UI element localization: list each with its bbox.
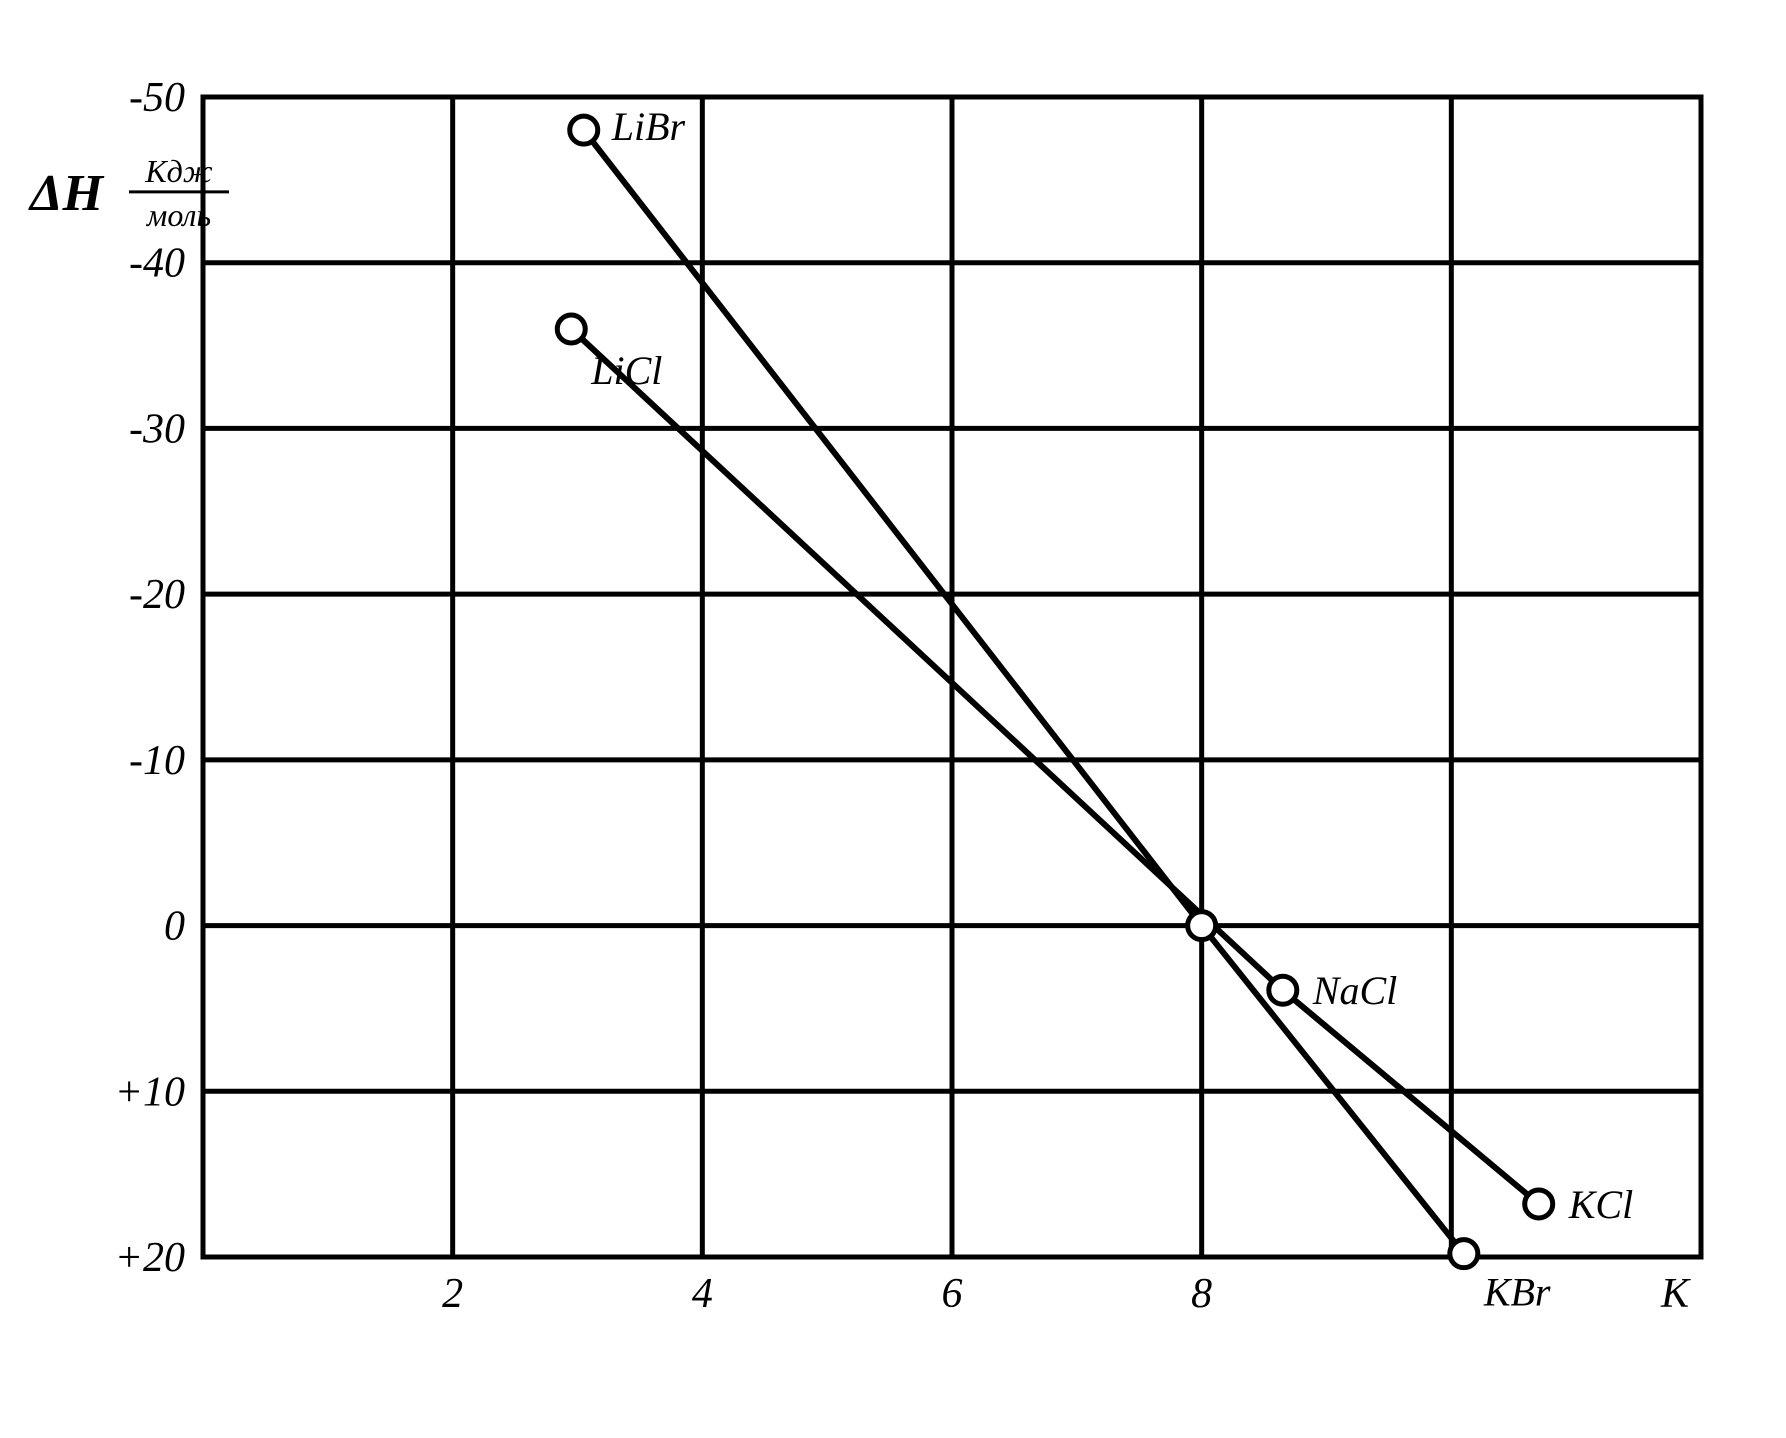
y-tick-label: 0 [164,904,185,950]
y-tick-label: +20 [115,1235,185,1281]
data-marker [1450,1240,1478,1268]
y-tick-label: -30 [129,406,185,452]
x-tick-label: 2 [442,1271,463,1317]
data-marker [570,116,598,144]
data-marker [1188,912,1216,940]
y-tick-label: -50 [129,75,185,121]
y-tick-label: +10 [115,1069,185,1115]
x-tick-label: 6 [942,1271,963,1317]
chart-container: -50 -40 -30 -20 -10 0 +10 +20 2 4 6 8 ΔH Кдж моль К LiBr… [0,0,1786,1438]
data-marker [1525,1190,1553,1218]
data-marker [1269,976,1297,1004]
y-axis-unit-bottom: моль [146,197,211,233]
x-tick-label: 4 [692,1271,713,1317]
point-label: LiBr [611,104,686,149]
y-tick-label: -40 [129,241,185,287]
chart-svg: -50 -40 -30 -20 -10 0 +10 +20 2 4 6 8 ΔH Кдж моль К LiBr… [0,0,1786,1438]
data-marker [557,315,585,343]
y-tick-label: -10 [129,738,185,784]
y-tick-label: -20 [129,572,185,618]
x-axis-title: К [1660,1271,1691,1317]
x-tick-label: 8 [1191,1271,1212,1317]
y-axis-unit-top: Кдж [144,153,212,189]
point-label: LiCl [590,348,662,393]
point-label: KCl [1568,1182,1633,1227]
point-label: NaCl [1312,968,1397,1013]
y-axis-title-delta-h: ΔH [28,165,105,222]
point-label: KBr [1483,1270,1551,1315]
